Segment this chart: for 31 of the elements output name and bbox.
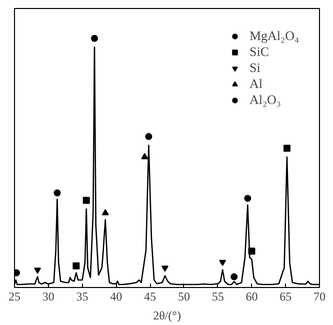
point (82, 196, 90, 204)
x-tick-label: 65 (280, 290, 292, 304)
x-tick-label: 60 (246, 290, 258, 304)
point (72, 262, 80, 270)
point (283, 144, 290, 152)
x-tick-label: 40 (110, 290, 122, 304)
legend-label: Al₂O₃ (249, 92, 281, 108)
legend-label: MgAl₂O₄ (249, 28, 299, 44)
point (90, 34, 98, 42)
legend-label: Al (249, 76, 264, 92)
x-tick-label: 50 (178, 290, 190, 304)
point (161, 266, 168, 272)
x-tick-label: 45 (144, 290, 156, 304)
legend-label: Si (249, 60, 262, 76)
point (230, 273, 238, 280)
x-tick-label: 70 (314, 290, 326, 304)
x-tick-label: 55 (212, 290, 224, 304)
x-tick-label: 25 (8, 290, 20, 304)
point (145, 133, 152, 140)
x-tick-label: 30 (42, 290, 54, 304)
x-tick-label: 35 (76, 290, 88, 304)
x-axis-title: 2θ/(°) (153, 308, 181, 322)
point (54, 189, 61, 196)
point (244, 194, 252, 202)
point (102, 209, 109, 216)
point (141, 153, 148, 160)
legend-label: SiC (249, 44, 270, 60)
point (34, 268, 42, 274)
point (248, 248, 256, 255)
point (219, 260, 226, 266)
point (14, 269, 20, 276)
